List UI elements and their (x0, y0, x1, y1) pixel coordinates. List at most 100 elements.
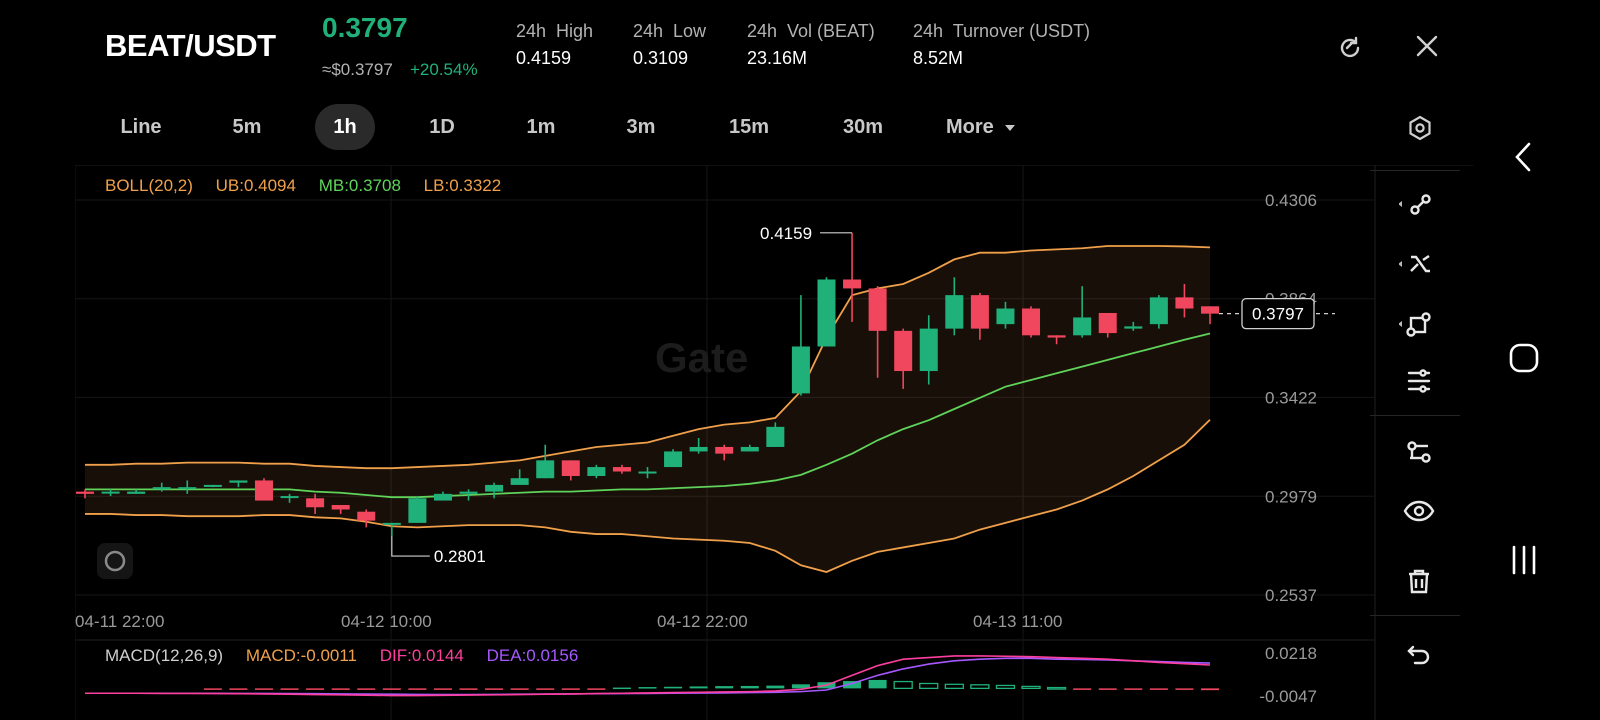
macd-bar (561, 688, 580, 690)
macd-bar (331, 688, 350, 690)
chart-area[interactable]: Gate 0.0218 -0.0047 BOLL(20,2) UB:0.4094 … (74, 164, 1473, 720)
tab-15m[interactable]: 15m (728, 116, 770, 138)
macd-bar (1073, 688, 1092, 690)
recents-icon[interactable] (1502, 538, 1546, 582)
shape-icon[interactable] (1395, 300, 1443, 348)
candle-body (152, 487, 171, 490)
eye-icon[interactable] (1395, 487, 1443, 535)
macd-bar (485, 688, 504, 690)
candle-body (382, 522, 401, 525)
tab-5m[interactable]: 5m (232, 116, 262, 138)
candle (254, 478, 273, 501)
tab-1h[interactable]: 1h (315, 104, 375, 150)
macd-tick-label: 0.0218 (1265, 644, 1317, 663)
candle (76, 489, 94, 499)
macd-bar (1175, 688, 1194, 690)
close-icon[interactable] (1407, 26, 1447, 66)
macd-bar (306, 688, 325, 690)
trendline-icon[interactable] (1395, 180, 1443, 228)
candle-body (459, 491, 478, 494)
candle-body (536, 460, 555, 479)
candle-body (1047, 335, 1066, 338)
candle (382, 522, 401, 537)
macd-bar (689, 686, 708, 689)
candle (127, 489, 146, 494)
cross-line-icon[interactable] (1395, 240, 1443, 288)
candle-body (1149, 297, 1168, 325)
sliders-icon[interactable] (1395, 357, 1443, 405)
tab-30m[interactable]: 30m (842, 116, 884, 138)
macd-bar (995, 684, 1016, 690)
candle-body (715, 446, 734, 454)
y-tick-label: 0.2537 (1265, 586, 1317, 605)
candle (561, 460, 580, 481)
candle-body (1098, 312, 1117, 334)
boll-lb: LB:0.3322 (424, 176, 502, 195)
candle-body (919, 328, 938, 372)
macd-bar (1021, 685, 1041, 690)
candle (1201, 306, 1219, 325)
candle (1022, 306, 1041, 338)
candle (791, 295, 810, 396)
macd-bar (791, 684, 810, 689)
candle-body (561, 460, 580, 476)
candle (715, 444, 734, 461)
tab-1m[interactable]: 1m (526, 116, 556, 138)
macd-bar (280, 688, 299, 690)
toolbar-divider (1370, 615, 1460, 616)
candle (1047, 335, 1066, 345)
pair-name[interactable]: BEAT/USDT (105, 28, 276, 63)
tab-line[interactable]: Line (120, 116, 162, 138)
home-icon[interactable] (1502, 336, 1546, 380)
macd-bar (1124, 688, 1143, 690)
refresh-icon[interactable] (1330, 28, 1370, 68)
tab-1d[interactable]: 1D (429, 116, 455, 138)
interval-tabs: Line 5m 1h 1D 1m 3m 15m 30m More (0, 102, 1490, 154)
candle-body (970, 295, 989, 329)
reset-view-icon[interactable] (97, 543, 133, 579)
macd-bar (1046, 686, 1067, 690)
candle (101, 489, 120, 497)
candle-body (254, 480, 273, 501)
candle (1175, 283, 1194, 318)
stat-vol-value: 23.16M (747, 48, 808, 68)
candle-body (76, 491, 94, 494)
boll-name: BOLL(20,2) (105, 176, 193, 195)
undo-icon[interactable] (1395, 630, 1443, 678)
hexagon-settings-icon[interactable] (1400, 108, 1440, 148)
x-axis-labels: 04-11 22:00 04-12 10:00 04-12 22:00 04-13 1… (75, 612, 1062, 631)
macd-bar (1098, 688, 1117, 690)
candle-body (868, 288, 887, 331)
candle-body (408, 498, 427, 523)
candle-body (229, 480, 248, 483)
boll-mb: MB:0.3708 (319, 176, 401, 195)
candle-body (203, 484, 222, 487)
stat-turnover-value: 8.52M (913, 48, 964, 68)
trash-icon[interactable] (1395, 558, 1443, 606)
candle (996, 301, 1015, 329)
stat-vol-label: 24h Vol (BEAT) (747, 21, 875, 41)
candle (306, 493, 325, 514)
tab-3m[interactable]: 3m (626, 116, 656, 138)
candle (357, 509, 376, 528)
tab-more[interactable]: More (946, 104, 1032, 150)
candle-body (817, 279, 836, 347)
stat-low-value: 0.3109 (633, 48, 689, 68)
price-change: +20.54% (410, 60, 478, 79)
boll-lower-line (85, 419, 1211, 573)
candle-body (357, 511, 376, 521)
macd-tick-label: -0.0047 (1259, 687, 1317, 706)
candlestick-chart[interactable]: Gate 0.0218 -0.0047 BOLL(20,2) UB:0.4094 … (74, 164, 1473, 720)
min-leader (391, 536, 430, 557)
candle-body (740, 446, 759, 452)
candle-body (945, 295, 964, 329)
candle (945, 277, 964, 336)
macd-bar (203, 688, 222, 690)
indicator-icon[interactable] (1395, 428, 1443, 476)
candle (740, 444, 759, 452)
candle (894, 328, 913, 389)
back-icon[interactable] (1502, 135, 1546, 179)
boll-fill (85, 245, 1210, 573)
current-price-box (1241, 298, 1315, 330)
candle-body (766, 426, 785, 447)
